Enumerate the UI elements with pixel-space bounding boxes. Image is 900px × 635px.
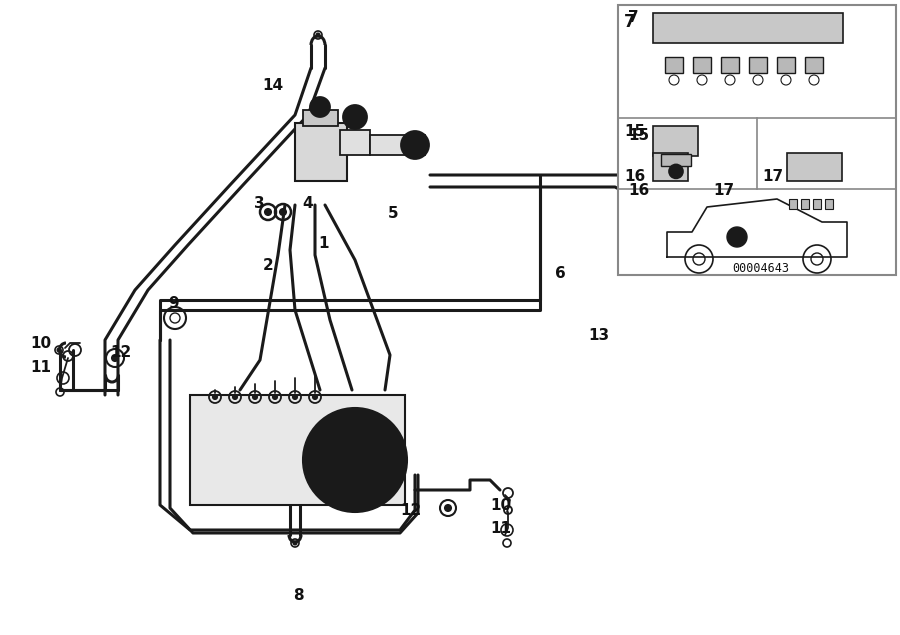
Text: 7: 7	[628, 10, 639, 25]
Text: 13: 13	[588, 328, 609, 343]
Text: 3: 3	[254, 196, 265, 211]
Bar	[190, 395, 405, 505]
Text: 17: 17	[762, 169, 783, 184]
Text: 2: 2	[263, 258, 274, 273]
Text: 5: 5	[388, 206, 399, 221]
Circle shape	[265, 209, 271, 215]
Text: 10: 10	[490, 498, 511, 513]
Circle shape	[280, 209, 286, 215]
Circle shape	[343, 448, 367, 472]
Bar	[618, 5, 896, 275]
Circle shape	[718, 253, 722, 257]
Bar	[295, 123, 347, 181]
Bar	[370, 135, 425, 155]
Bar	[813, 199, 821, 209]
Circle shape	[253, 395, 257, 399]
Text: 16: 16	[624, 169, 645, 184]
Text: 7: 7	[624, 13, 635, 31]
Bar	[805, 57, 823, 73]
Text: 11: 11	[490, 521, 511, 536]
Text: 1: 1	[318, 236, 328, 251]
Circle shape	[445, 505, 451, 511]
Circle shape	[313, 395, 317, 399]
Circle shape	[293, 395, 297, 399]
Text: 00004643: 00004643	[732, 262, 789, 275]
Circle shape	[401, 131, 429, 159]
Circle shape	[727, 227, 747, 247]
Bar	[665, 57, 683, 73]
Text: 12: 12	[400, 503, 421, 518]
Text: 16: 16	[628, 183, 649, 198]
Circle shape	[293, 542, 296, 544]
Bar	[789, 199, 797, 209]
Bar	[653, 13, 843, 43]
Circle shape	[310, 97, 330, 117]
Circle shape	[213, 395, 217, 399]
Circle shape	[233, 395, 237, 399]
Circle shape	[343, 105, 367, 129]
Circle shape	[112, 355, 118, 361]
Bar	[340, 130, 370, 155]
Bar	[801, 199, 809, 209]
Text: 9: 9	[168, 296, 178, 311]
Bar	[653, 126, 698, 156]
Text: 4: 4	[302, 196, 312, 211]
Text: 11: 11	[30, 360, 51, 375]
Text: 8: 8	[293, 588, 303, 603]
Bar	[749, 57, 767, 73]
Circle shape	[58, 349, 60, 352]
Text: 12: 12	[110, 345, 131, 360]
Bar	[693, 57, 711, 73]
Circle shape	[273, 395, 277, 399]
Text: 15: 15	[624, 124, 645, 140]
Circle shape	[669, 164, 683, 178]
Bar	[787, 152, 842, 180]
Text: 6: 6	[555, 266, 566, 281]
Bar	[661, 154, 691, 166]
Text: 10: 10	[30, 336, 51, 351]
Bar	[721, 57, 739, 73]
Text: 17: 17	[713, 183, 734, 198]
Bar	[653, 152, 688, 180]
Bar	[777, 57, 795, 73]
Bar	[303, 110, 338, 126]
Text: 14: 14	[262, 78, 284, 93]
Bar	[825, 199, 833, 209]
Circle shape	[317, 34, 319, 36]
Circle shape	[303, 408, 407, 512]
Text: 15: 15	[628, 128, 649, 143]
